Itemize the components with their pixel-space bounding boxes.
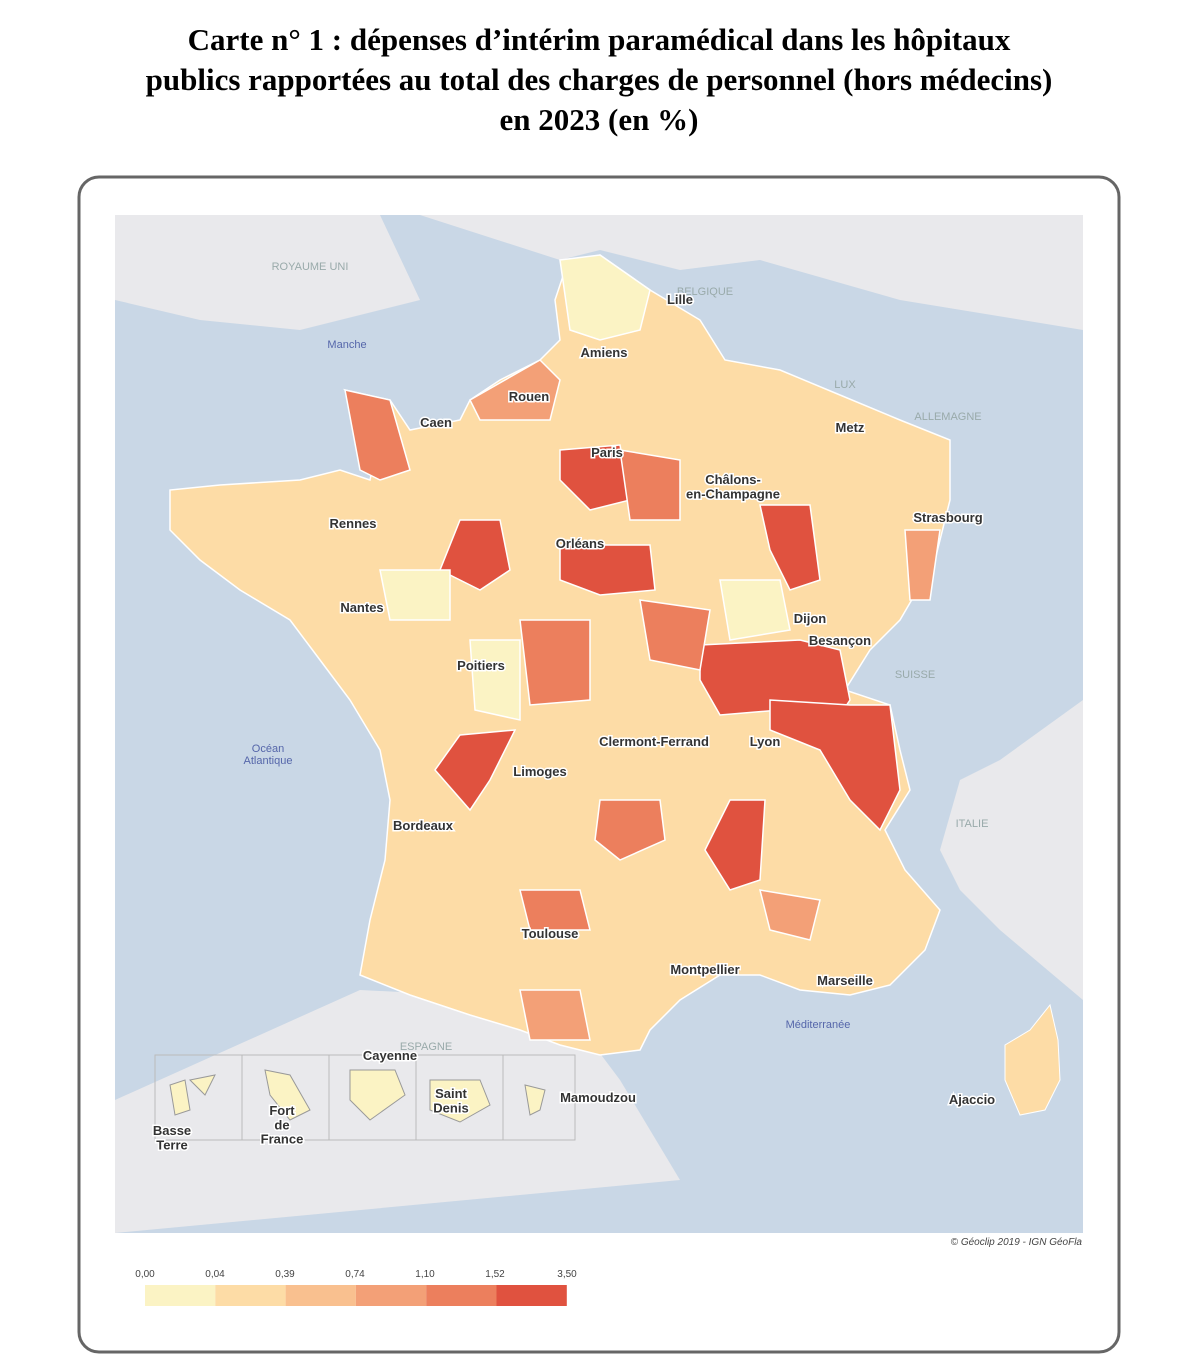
city-label: Basse Terre xyxy=(153,1123,191,1152)
city-label: Poitiers xyxy=(457,658,505,673)
legend-break: 1,10 xyxy=(415,1269,435,1280)
legend-break: 0,04 xyxy=(205,1269,225,1280)
region xyxy=(758,889,821,941)
city-label: Lyon xyxy=(750,734,781,749)
region xyxy=(719,579,791,641)
country-label: LUX xyxy=(834,379,856,391)
region xyxy=(379,569,451,621)
region xyxy=(519,619,591,706)
neighbour-land xyxy=(115,215,1083,1233)
legend-break: 0,00 xyxy=(135,1269,155,1280)
city-label: Bordeaux xyxy=(393,818,454,833)
legend-break: 0,74 xyxy=(345,1269,365,1280)
region xyxy=(559,254,651,341)
city-label: Metz xyxy=(836,420,865,435)
city-label: Limoges xyxy=(513,764,566,779)
legend-swatch xyxy=(285,1285,356,1306)
city-label: Toulouse xyxy=(522,926,579,941)
region xyxy=(344,389,411,481)
city-label: Ajaccio xyxy=(949,1092,995,1107)
title-line: Carte n° 1 : dépenses d’intérim paramédi… xyxy=(187,22,1011,57)
city-label: Lille xyxy=(667,292,693,307)
city-label: Nantes xyxy=(340,600,383,615)
region xyxy=(559,444,631,511)
region xyxy=(704,799,766,891)
city-label: Mamoudzou xyxy=(560,1090,636,1105)
region xyxy=(699,639,851,731)
region xyxy=(519,889,591,931)
region xyxy=(469,639,521,721)
country-label: ESPAGNE xyxy=(400,1041,452,1053)
city-label: Marseille xyxy=(817,973,873,988)
city-label: Rouen xyxy=(509,389,550,404)
city-label: Caen xyxy=(420,415,452,430)
region xyxy=(559,544,656,596)
country-label: BELGIQUE xyxy=(677,286,733,298)
city-label: Fort de France xyxy=(261,1103,304,1147)
region xyxy=(619,449,681,521)
city-label: Orléans xyxy=(556,536,604,551)
title-line: publics rapportées au total des charges … xyxy=(145,62,1053,97)
legend-break: 3,50 xyxy=(557,1269,577,1280)
country-label: ROYAUME UNI xyxy=(272,261,349,273)
region xyxy=(434,729,517,812)
city-label: Rennes xyxy=(330,516,377,531)
frame xyxy=(77,175,1121,1354)
legend-swatch xyxy=(145,1285,216,1306)
city-label: Cayenne xyxy=(363,1048,417,1063)
legend-swatch xyxy=(355,1285,427,1306)
city-label: Montpellier xyxy=(670,962,739,977)
region xyxy=(639,599,711,671)
region xyxy=(469,359,561,421)
sea-label: Manche xyxy=(327,339,366,351)
region xyxy=(904,529,941,601)
overseas-insets xyxy=(154,1054,576,1141)
country-label: SUISSE xyxy=(895,669,935,681)
sea xyxy=(115,215,1083,1233)
city-label: Besançon xyxy=(809,633,871,648)
legend-break: 0,39 xyxy=(275,1269,295,1280)
regions xyxy=(344,254,941,1041)
france xyxy=(169,254,951,1056)
region xyxy=(769,699,901,832)
city-label: Saint Denis xyxy=(433,1086,468,1115)
legend-area xyxy=(116,1233,1082,1308)
legend-swatch xyxy=(426,1285,497,1306)
region xyxy=(439,519,511,591)
city-label: Strasbourg xyxy=(913,510,982,525)
region xyxy=(519,989,591,1041)
city-label: Châlons-en-Champagne xyxy=(686,472,780,501)
region xyxy=(594,799,666,861)
city-label: Amiens xyxy=(581,345,628,360)
corsica xyxy=(1004,1003,1061,1116)
region xyxy=(759,504,821,591)
legend-swatch xyxy=(496,1285,567,1306)
title-line: en 2023 (en %) xyxy=(499,102,699,137)
legend-swatch xyxy=(215,1285,286,1306)
city-label: Dijon xyxy=(794,611,827,626)
country-label: ITALIE xyxy=(956,818,989,830)
city-label: Clermont-Ferrand xyxy=(599,734,709,749)
city-label: Paris xyxy=(591,445,623,460)
sea-label: Océan Atlantique xyxy=(244,743,293,767)
country-label: ALLEMAGNE xyxy=(914,411,981,423)
sea-label: Méditerranée xyxy=(786,1019,851,1031)
credit: © Géoclip 2019 - IGN GéoFla xyxy=(951,1237,1083,1248)
legend-break: 1,52 xyxy=(485,1269,505,1280)
